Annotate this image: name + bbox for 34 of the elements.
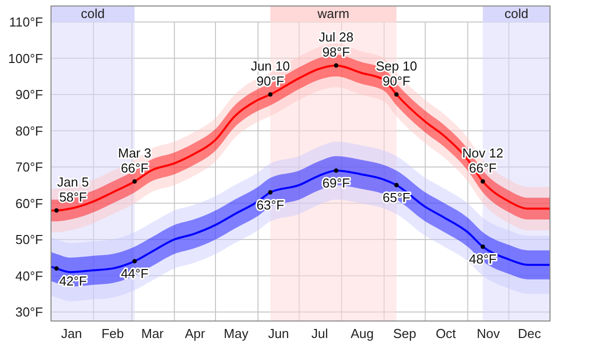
annotation: Jan 5 58°F [57,174,89,204]
x-tick-label: Aug [350,326,374,342]
y-tick-label: 100°F [8,50,44,66]
y-tick-label: 30°F [15,304,44,320]
x-tick-label: Jan [61,326,82,342]
annotation: 63°F [256,197,284,212]
y-tick-label: 40°F [15,268,44,284]
y-tick-label: 60°F [15,196,44,211]
annotation: Jun 10 90°F [250,58,290,88]
x-tick-label: Jul [311,326,328,342]
y-tick-label: 90°F [15,87,44,102]
annotation: Mar 3 66°F [118,145,152,176]
band-label: warm [316,6,350,21]
annotation: 48°F [469,252,497,267]
x-tick-label: May [224,326,249,342]
x-tick-label: Apr [184,326,206,342]
x-tick-label: Sep [393,326,416,342]
annotation: 42°F [59,273,87,288]
x-tick-label: Oct [436,326,456,342]
annotation: 69°F [322,176,350,191]
y-tick-label: 110°F [9,14,44,30]
x-tick-label: Feb [101,326,124,342]
annotation: 65°F [382,190,410,206]
y-tick-label: 50°F [15,232,44,248]
annotation: 44°F [120,266,148,282]
x-tick-label: Dec [518,326,542,342]
x-tick-label: Nov [476,326,500,342]
y-tick-label: 70°F [15,160,44,175]
x-tick-label: Jun [268,326,290,342]
annotation: Jul 28 98°F [318,29,354,60]
y-tick-label: 80°F [15,123,44,138]
band-label: cold [504,6,528,21]
x-tick-label: Mar [141,326,164,342]
band-label: cold [80,6,105,21]
